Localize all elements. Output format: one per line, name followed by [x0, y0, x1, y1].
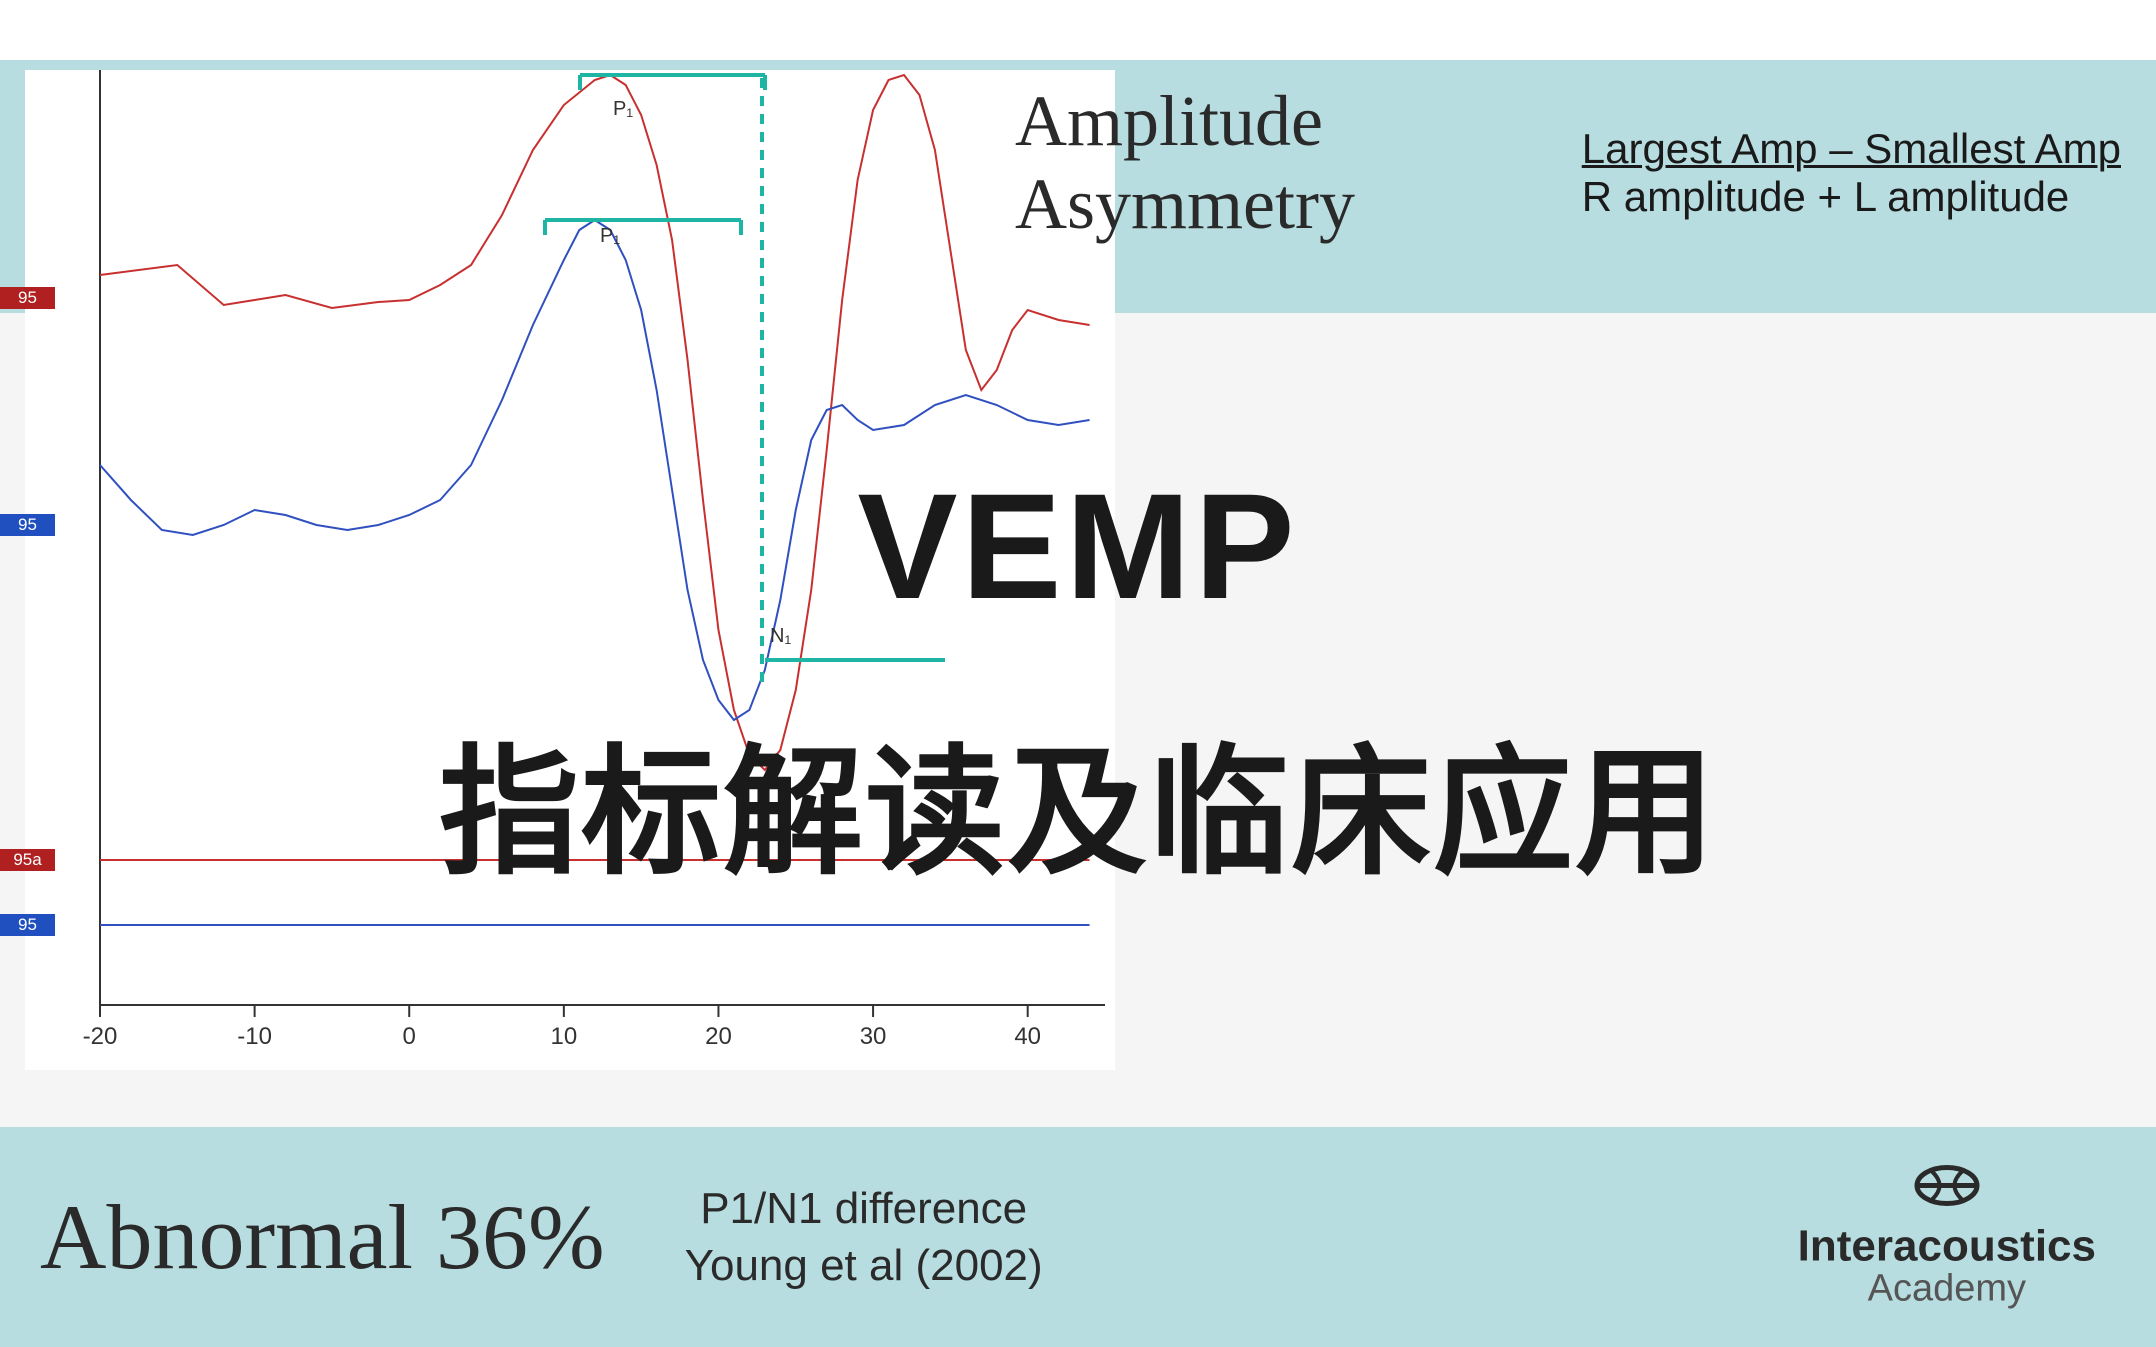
reference-block: P1/N1 difference Young et al (2002) — [685, 1180, 1043, 1294]
overlay-title-2: 指标解读及临床应用 — [439, 700, 1717, 902]
peak-label: P₁ — [600, 225, 620, 248]
footer-band: Abnormal 36% P1/N1 difference Young et a… — [0, 1127, 2156, 1347]
globe-icon — [1912, 1164, 1982, 1209]
top-whitespace — [0, 0, 2156, 60]
reference-line-1: P1/N1 difference — [685, 1180, 1043, 1237]
logo-name: Interacoustics — [1798, 1222, 2096, 1272]
overlay-title-1: VEMP — [857, 460, 1298, 633]
formula-numerator: Largest Amp – Smallest Amp — [1582, 125, 2121, 173]
y-marker: 95 — [0, 914, 55, 936]
logo-sub: Academy — [1798, 1268, 2096, 1311]
formula-block: Largest Amp – Smallest Amp R amplitude +… — [1582, 125, 2121, 221]
formula-denominator: R amplitude + L amplitude — [1582, 173, 2121, 221]
x-tick-label: -10 — [237, 1023, 272, 1051]
logo-block: Interacoustics Academy — [1798, 1164, 2096, 1311]
x-tick-label: 40 — [1014, 1023, 1041, 1051]
trace-red-upper — [100, 75, 1090, 770]
peak-label: P₁ — [613, 98, 633, 121]
peak-label: N₁ — [770, 625, 791, 648]
x-tick-label: 30 — [860, 1023, 887, 1051]
y-marker: 95 — [0, 287, 55, 309]
heading-line-1: Amplitude — [1015, 80, 1355, 163]
x-tick-label: -20 — [83, 1023, 118, 1051]
abnormal-text: Abnormal 36% — [40, 1184, 605, 1290]
y-marker: 95 — [0, 514, 55, 536]
y-marker: 95a — [0, 849, 55, 871]
heading-line-2: Asymmetry — [1015, 163, 1355, 246]
x-tick-label: 20 — [705, 1023, 732, 1051]
x-tick-label: 0 — [403, 1023, 416, 1051]
x-tick-label: 10 — [550, 1023, 577, 1051]
heading-block: Amplitude Asymmetry — [1015, 80, 1355, 246]
reference-line-2: Young et al (2002) — [685, 1237, 1043, 1294]
